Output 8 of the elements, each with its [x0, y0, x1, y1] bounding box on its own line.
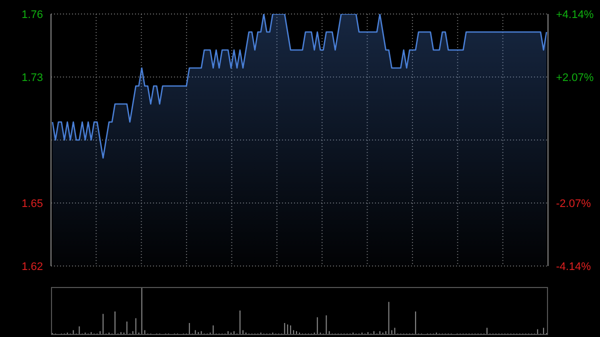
y-tick-label: 1.73 [22, 72, 43, 84]
y2-tick-label: +4.14% [556, 9, 594, 21]
y-tick-label: 1.76 [22, 9, 43, 21]
y2-tick-label: -2.07% [556, 198, 592, 210]
y2-tick-label: -4.14% [556, 261, 592, 273]
y2-tick-label: +2.07% [556, 72, 594, 84]
y-tick-label: 1.62 [22, 261, 43, 273]
y-tick-label: 1.65 [22, 198, 43, 210]
